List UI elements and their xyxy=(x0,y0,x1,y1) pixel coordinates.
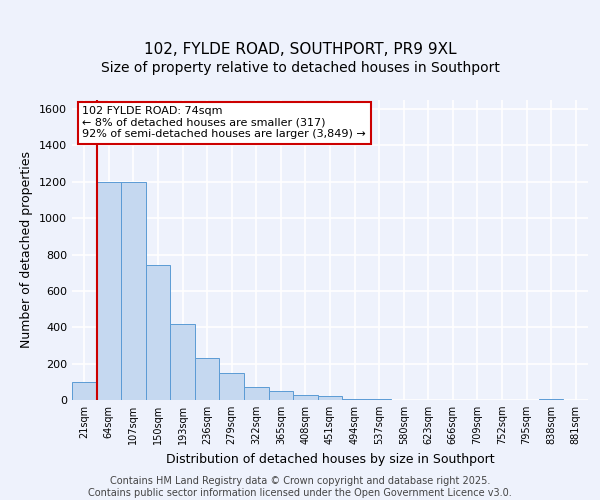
Bar xyxy=(269,391,293,400)
Bar xyxy=(293,394,318,400)
Bar xyxy=(97,182,121,400)
Bar xyxy=(342,399,367,400)
Bar xyxy=(244,388,269,400)
Bar xyxy=(170,324,195,400)
Text: Size of property relative to detached houses in Southport: Size of property relative to detached ho… xyxy=(101,61,499,75)
Bar xyxy=(121,182,146,400)
Bar xyxy=(367,399,391,400)
Text: 102, FYLDE ROAD, SOUTHPORT, PR9 9XL: 102, FYLDE ROAD, SOUTHPORT, PR9 9XL xyxy=(143,42,457,58)
Text: 102 FYLDE ROAD: 74sqm
← 8% of detached houses are smaller (317)
92% of semi-deta: 102 FYLDE ROAD: 74sqm ← 8% of detached h… xyxy=(82,106,366,139)
X-axis label: Distribution of detached houses by size in Southport: Distribution of detached houses by size … xyxy=(166,452,494,466)
Bar xyxy=(72,382,97,400)
Bar xyxy=(318,396,342,400)
Y-axis label: Number of detached properties: Number of detached properties xyxy=(20,152,34,348)
Bar xyxy=(146,266,170,400)
Bar xyxy=(195,358,220,400)
Bar xyxy=(539,399,563,400)
Text: Contains HM Land Registry data © Crown copyright and database right 2025.
Contai: Contains HM Land Registry data © Crown c… xyxy=(88,476,512,498)
Bar xyxy=(220,372,244,400)
